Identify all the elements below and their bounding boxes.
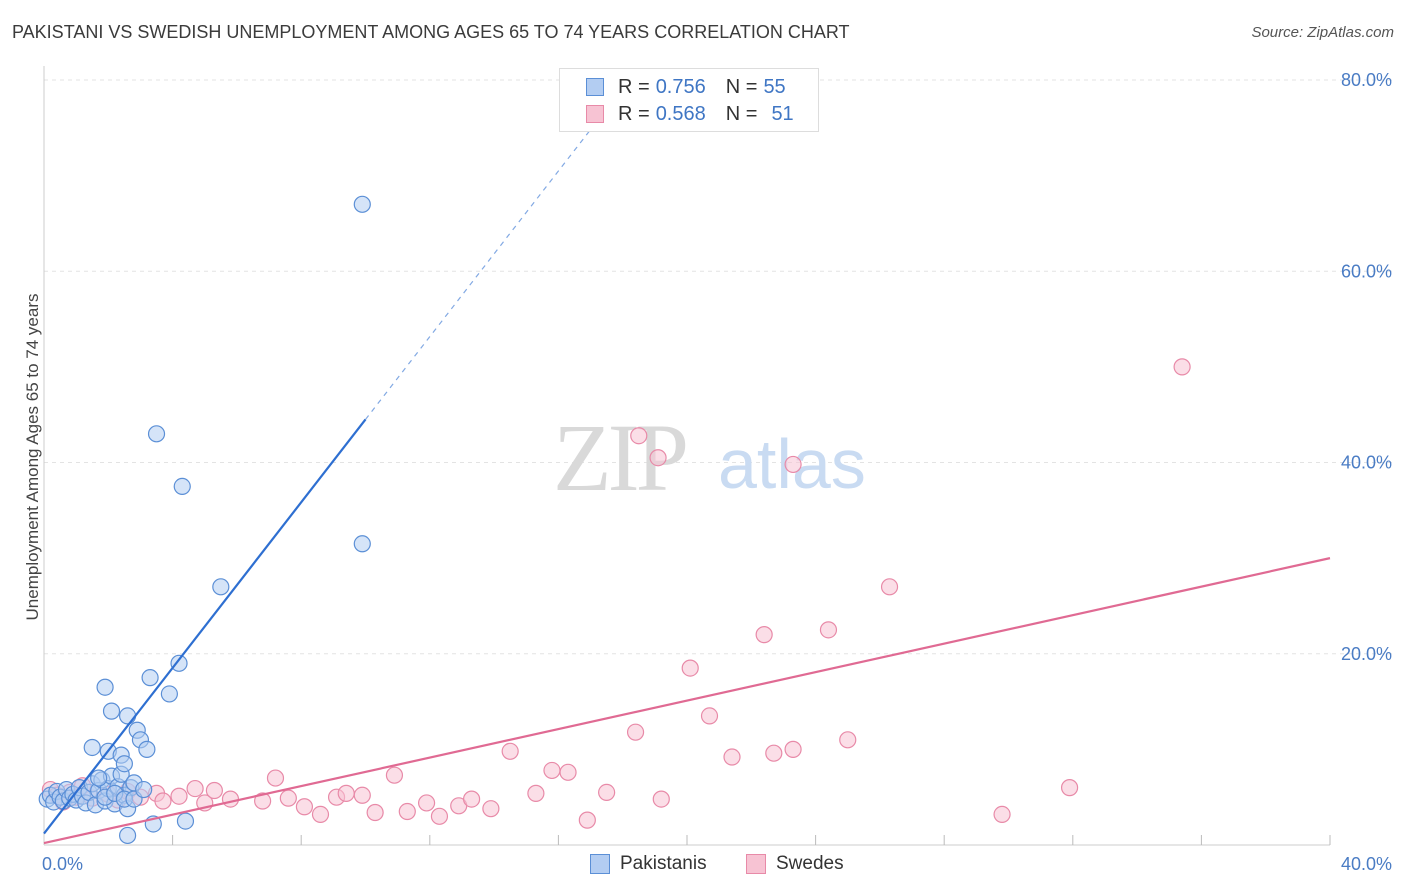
swede-point xyxy=(366,803,384,822)
swede-point xyxy=(755,626,773,644)
swedes-trend-line xyxy=(43,557,1331,845)
legend-swatch-swedes xyxy=(586,105,604,123)
legend-r-value: 0.568 xyxy=(655,102,706,125)
legend-n-value: 55 xyxy=(763,75,786,98)
swede-point xyxy=(186,779,204,798)
legend-row-pakistanis: R = 0.756 N = 55 xyxy=(586,75,786,99)
swede-point xyxy=(501,742,519,760)
swede-point xyxy=(819,621,838,639)
swede-point xyxy=(1173,358,1191,376)
swede-point xyxy=(723,748,741,766)
swede-point xyxy=(279,789,297,807)
swede-point xyxy=(154,792,172,810)
legend-r-label: R = xyxy=(618,102,650,125)
swede-point xyxy=(462,790,481,808)
y-tick-label: 60.0% xyxy=(1341,261,1392,281)
bottom-legend-swedes: Swedes xyxy=(746,852,844,876)
watermark: ZIP atlas xyxy=(553,404,866,511)
swede-point xyxy=(784,740,802,758)
source-label: Source: ZipAtlas.com xyxy=(1251,24,1394,41)
trend-layer xyxy=(43,108,1331,845)
pakistani-point xyxy=(141,669,159,687)
swede-point xyxy=(482,800,500,818)
legend-row-swedes: R = 0.568 N = 51 xyxy=(586,102,794,126)
pakistani-point xyxy=(160,685,178,703)
swede-point xyxy=(700,707,719,725)
pakistani-point xyxy=(115,755,133,773)
swede-point xyxy=(598,783,616,802)
swede-point xyxy=(398,802,416,821)
swede-point xyxy=(784,455,802,474)
swede-point xyxy=(417,794,436,812)
legend-r-label: R = xyxy=(618,75,650,98)
swede-point xyxy=(765,744,783,762)
pakistani-point xyxy=(102,702,121,720)
swede-point xyxy=(681,659,699,677)
pakistanis-trend-extension xyxy=(365,108,608,420)
swede-point xyxy=(839,731,857,749)
legend-n-label: N = xyxy=(725,75,758,98)
legend-r-value: 0.756 xyxy=(655,75,706,98)
legend-n-value: 51 xyxy=(771,102,794,125)
grid-layer xyxy=(43,66,1392,846)
pakistani-point xyxy=(135,780,153,799)
pakistani-point xyxy=(176,812,195,830)
swede-point xyxy=(311,805,330,824)
swede-point xyxy=(170,787,188,805)
pakistani-point xyxy=(96,678,114,696)
pakistani-point xyxy=(353,195,371,213)
legend-n-label: N = xyxy=(725,102,758,125)
swede-point xyxy=(337,784,355,802)
y-tick-label: 20.0% xyxy=(1341,644,1392,664)
swede-point xyxy=(430,807,449,825)
bottom-legend-label-swedes: Swedes xyxy=(776,853,844,874)
pakistani-point xyxy=(353,535,371,553)
swede-point xyxy=(221,790,240,808)
swede-point xyxy=(254,792,272,810)
y-tick-label: 40.0% xyxy=(1341,453,1392,473)
chart-title: PAKISTANI VS SWEDISH UNEMPLOYMENT AMONG … xyxy=(12,22,850,42)
pakistani-point xyxy=(83,738,101,757)
legend-swatch-pakistanis xyxy=(586,78,604,96)
pakistani-point xyxy=(138,740,156,758)
bottom-legend-pakistanis: Pakistanis xyxy=(590,852,707,876)
swede-point xyxy=(880,578,899,596)
swede-point xyxy=(559,763,577,781)
swede-point xyxy=(266,769,285,787)
swede-point xyxy=(205,781,223,800)
y-tick-label: 80.0% xyxy=(1341,70,1392,90)
swede-point xyxy=(527,784,545,802)
swede-point xyxy=(295,798,314,816)
swede-point xyxy=(578,811,596,829)
watermark-zip: ZIP xyxy=(553,404,686,511)
bottom-legend-swatch-swedes xyxy=(746,854,766,874)
swede-point xyxy=(626,723,645,741)
legend: R = 0.756 N = 55 R = 0.568 N = 51 xyxy=(559,68,819,132)
swede-point xyxy=(652,790,670,808)
points-layer xyxy=(38,195,1191,845)
swede-point xyxy=(543,761,561,780)
x-tick-label: 40.0% xyxy=(1341,854,1392,874)
pakistani-point xyxy=(147,425,166,443)
pakistani-point xyxy=(90,769,108,787)
bottom-legend-swatch-pakistanis xyxy=(590,854,610,874)
x-tick-label: 0.0% xyxy=(42,854,83,874)
swede-point xyxy=(649,449,667,467)
pakistani-point xyxy=(118,826,137,845)
pakistani-point xyxy=(118,707,137,725)
pakistani-point xyxy=(170,654,188,672)
y-axis-label: Unemployment Among Ages 65 to 74 years xyxy=(23,294,42,621)
swede-point xyxy=(1060,779,1079,797)
pakistani-point xyxy=(173,477,191,496)
swede-point xyxy=(385,766,404,784)
bottom-legend-label-pakistanis: Pakistanis xyxy=(620,853,707,874)
swede-point xyxy=(353,786,371,804)
pakistanis-trend-line xyxy=(43,418,367,835)
pakistani-point xyxy=(212,578,230,596)
swede-point xyxy=(993,805,1011,824)
ticks-layer: 20.0% 40.0% 60.0% 80.0% 0.0% 40.0% xyxy=(42,70,1392,874)
swede-point xyxy=(630,427,648,445)
